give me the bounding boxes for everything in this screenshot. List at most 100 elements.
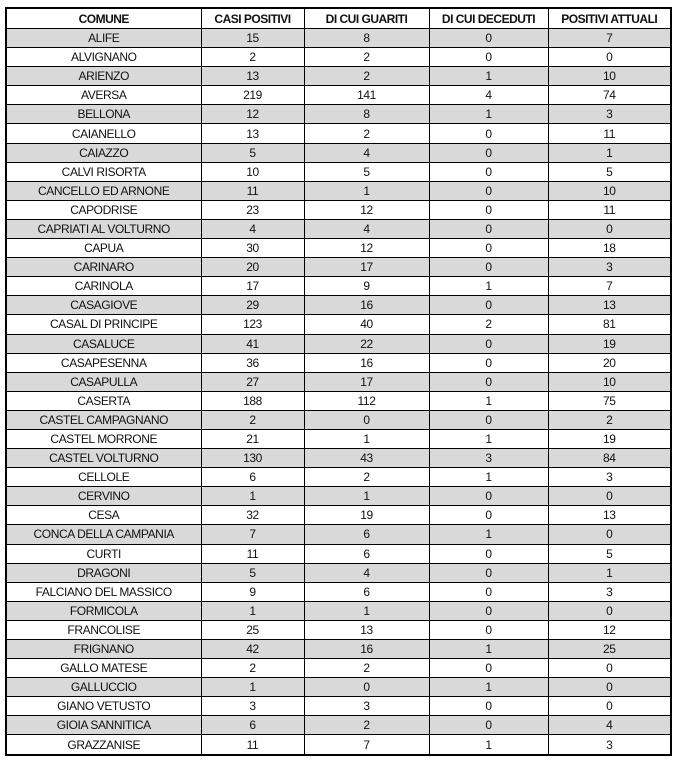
cell-guariti: 4 [303, 218, 430, 240]
table-row: CAIANELLO 13 2 0 11 [5, 123, 672, 144]
table-row: GRAZZANISE 11 7 1 3 [5, 734, 672, 756]
cell-comune: CALVI RISORTA [5, 161, 202, 182]
cell-positivi-attuali: 3 [547, 467, 672, 488]
table-row: CAPODRISE 23 12 0 11 [5, 199, 672, 220]
cell-casi-positivi: 11 [200, 543, 305, 564]
cell-comune: CAPRIATI AL VOLTURNO [5, 218, 202, 240]
cell-casi-positivi: 2 [200, 658, 305, 679]
cell-guariti: 2 [303, 658, 430, 679]
cell-deceduti: 0 [428, 486, 549, 507]
cell-deceduti: 0 [428, 238, 549, 259]
cell-casi-positivi: 20 [200, 257, 305, 278]
cell-comune: CELLOLE [5, 467, 202, 488]
column-header-guariti: DI CUI GUARITI [303, 7, 430, 29]
cell-comune: CASAPESENNA [5, 352, 202, 373]
cell-positivi-attuali: 0 [547, 677, 672, 698]
cell-guariti: 2 [303, 123, 430, 144]
table-row: CASTEL CAMPAGNANO 2 0 0 2 [5, 409, 672, 430]
cell-positivi-attuali: 7 [547, 27, 672, 49]
table-row: CAPRIATI AL VOLTURNO 4 4 0 0 [5, 218, 672, 240]
cell-guariti: 6 [303, 524, 430, 545]
cell-comune: FALCIANO DEL MASSICO [5, 581, 202, 602]
cell-comune: FORMICOLA [5, 600, 202, 621]
cell-positivi-attuali: 81 [547, 314, 672, 335]
cell-casi-positivi: 13 [200, 123, 305, 144]
cell-guariti: 5 [303, 161, 430, 182]
table-row: CANCELLO ED ARNONE 11 1 0 10 [5, 180, 672, 201]
cell-comune: CASALUCE [5, 333, 202, 354]
table-row: CARINOLA 17 9 1 7 [5, 276, 672, 297]
table-row: FALCIANO DEL MASSICO 9 6 0 3 [5, 581, 672, 602]
cell-guariti: 16 [303, 638, 430, 660]
cell-positivi-attuali: 2 [547, 409, 672, 430]
cell-deceduti: 1 [428, 467, 549, 488]
cell-casi-positivi: 5 [200, 142, 305, 163]
table-row: CONCA DELLA CAMPANIA 7 6 1 0 [5, 524, 672, 545]
cell-positivi-attuali: 13 [547, 505, 672, 526]
table-row: ARIENZO 13 2 1 10 [5, 66, 672, 87]
cell-deceduti: 3 [428, 448, 549, 469]
table-row: ALVIGNANO 2 2 0 0 [5, 47, 672, 68]
cell-deceduti: 1 [428, 66, 549, 87]
cell-comune: CASAGIOVE [5, 295, 202, 316]
table-row: GIANO VETUSTO 3 3 0 0 [5, 696, 672, 717]
cell-positivi-attuali: 1 [547, 142, 672, 163]
cell-casi-positivi: 1 [200, 486, 305, 507]
cell-deceduti: 0 [428, 123, 549, 144]
cell-positivi-attuali: 3 [547, 734, 672, 756]
cell-deceduti: 0 [428, 600, 549, 621]
table-row: CALVI RISORTA 10 5 0 5 [5, 161, 672, 182]
cell-guariti: 4 [303, 142, 430, 163]
cell-comune: CESA [5, 505, 202, 526]
cell-casi-positivi: 123 [200, 314, 305, 335]
table-row: CERVINO 1 1 0 0 [5, 486, 672, 507]
cell-positivi-attuali: 84 [547, 448, 672, 469]
cell-deceduti: 1 [428, 734, 549, 756]
cell-comune: ALVIGNANO [5, 47, 202, 68]
cell-comune: CARINOLA [5, 276, 202, 297]
cell-comune: FRIGNANO [5, 638, 202, 660]
cell-deceduti: 2 [428, 314, 549, 335]
cell-positivi-attuali: 5 [547, 543, 672, 564]
cell-casi-positivi: 21 [200, 428, 305, 450]
cell-casi-positivi: 9 [200, 581, 305, 602]
cell-deceduti: 0 [428, 47, 549, 68]
cell-deceduti: 0 [428, 543, 549, 564]
cell-comune: CAPODRISE [5, 199, 202, 220]
cell-guariti: 6 [303, 581, 430, 602]
cell-casi-positivi: 42 [200, 638, 305, 660]
cell-positivi-attuali: 3 [547, 104, 672, 125]
cell-guariti: 8 [303, 104, 430, 125]
cell-positivi-attuali: 0 [547, 600, 672, 621]
cell-deceduti: 0 [428, 142, 549, 163]
cell-positivi-attuali: 10 [547, 180, 672, 201]
cell-casi-positivi: 2 [200, 47, 305, 68]
cell-guariti: 2 [303, 715, 430, 736]
cell-casi-positivi: 7 [200, 524, 305, 545]
table-row: CASERTA 188 112 1 75 [5, 390, 672, 411]
cell-deceduti: 0 [428, 27, 549, 49]
cell-comune: CASTEL VOLTURNO [5, 448, 202, 469]
cell-comune: AVERSA [5, 85, 202, 106]
cell-guariti: 4 [303, 562, 430, 583]
cell-positivi-attuali: 13 [547, 295, 672, 316]
cell-comune: GRAZZANISE [5, 734, 202, 756]
cell-guariti: 2 [303, 66, 430, 87]
cell-casi-positivi: 17 [200, 276, 305, 297]
cell-comune: GALLUCCIO [5, 677, 202, 698]
table-row: CASAPESENNA 36 16 0 20 [5, 352, 672, 373]
cell-casi-positivi: 11 [200, 180, 305, 201]
cell-positivi-attuali: 20 [547, 352, 672, 373]
cell-guariti: 3 [303, 696, 430, 717]
cell-comune: ARIENZO [5, 66, 202, 87]
table-row: FRIGNANO 42 16 1 25 [5, 638, 672, 660]
cell-casi-positivi: 41 [200, 333, 305, 354]
cell-comune: GIANO VETUSTO [5, 696, 202, 717]
cell-guariti: 1 [303, 600, 430, 621]
cell-casi-positivi: 15 [200, 27, 305, 49]
table-row: CASAPULLA 27 17 0 10 [5, 371, 672, 392]
cell-casi-positivi: 25 [200, 619, 305, 641]
cell-casi-positivi: 4 [200, 218, 305, 240]
cell-comune: CASTEL CAMPAGNANO [5, 409, 202, 430]
cell-casi-positivi: 27 [200, 371, 305, 392]
